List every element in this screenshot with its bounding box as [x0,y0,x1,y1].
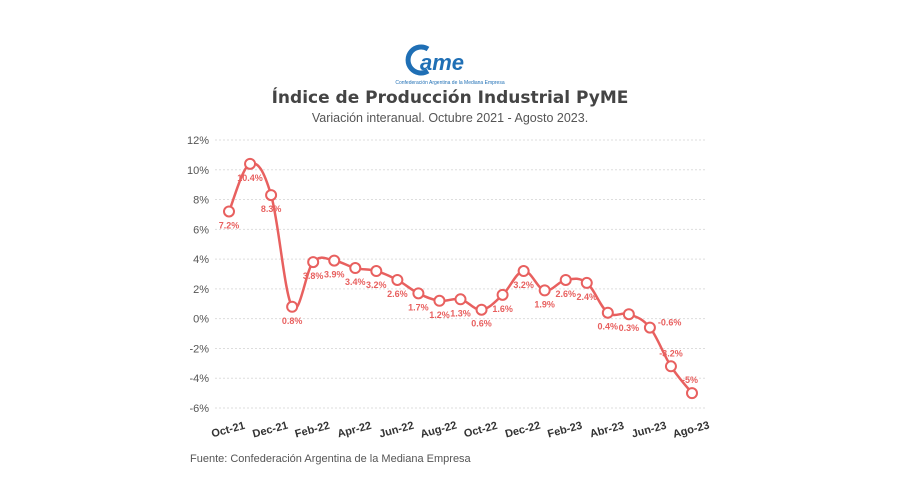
data-point [601,306,614,319]
data-label: 2.6% [387,289,408,299]
x-tick-label: Oct-22 [463,420,499,440]
data-label: -3.2% [659,348,683,358]
data-point [433,294,446,307]
data-label: 1.2% [429,310,450,320]
data-point [475,303,488,316]
x-tick-label: Dec-22 [504,420,542,441]
data-label: 1.3% [450,308,471,318]
data-label: 0.8% [282,316,303,326]
y-tick-label: -2% [189,343,209,355]
data-point [286,300,299,313]
data-label: 2.6% [555,289,576,299]
data-point [559,273,572,286]
data-label: 3.8% [303,271,324,281]
data-point [454,293,467,306]
data-point [349,262,362,275]
data-label: 1.7% [408,302,429,312]
x-tick-label: Feb-23 [546,420,583,441]
y-tick-label: 2% [193,284,209,296]
data-point [328,254,341,267]
data-label: 2.4% [577,292,598,302]
data-point [643,321,656,334]
logo-tagline: Confederación Argentina de la Mediana Em… [395,80,504,86]
data-labels: 7.2%10.4%8.3%0.8%3.8% 3.9%3.4% 3.2%2.6%1.7… [219,173,698,385]
chart-title: Índice de Producción Industrial PyME [271,88,629,108]
data-label: 3.9% [324,270,345,280]
data-point [517,265,530,278]
data-label: 1.6% [492,304,513,314]
data-label: 8.3% [261,204,282,214]
source-note: Fuente: Confederación Argentina de la Me… [190,453,471,465]
data-label: -5% [682,375,698,385]
x-tick-label: Ago-23 [672,419,711,440]
data-point [686,387,698,400]
data-point [664,360,677,373]
y-tick-label: 6% [193,224,209,236]
data-point [223,205,235,218]
data-point [244,157,257,170]
series-line-path [227,162,693,394]
data-point [412,287,425,300]
data-label: 0.3% [619,323,640,333]
y-tick-label: 12% [187,135,209,147]
series-points [223,157,698,400]
data-label: -0.6% [658,318,682,328]
data-label: 7.2% [219,220,240,230]
y-axis-ticks: 12% 10% 8% 6% 4% 2% 0% -2% -4% -6% [187,135,209,415]
data-point [391,273,404,286]
data-label: 3.2% [366,280,387,290]
y-tick-label: -6% [189,403,209,415]
x-axis-ticks: Oct-21 Dec-21 Feb-22 Apr-22 Jun-22 Aug-22 Oct-… [210,419,711,440]
x-tick-label: Jun-23 [630,420,667,441]
data-label: 0.4% [598,322,619,332]
y-tick-label: 4% [193,254,209,266]
logo-text: ame [420,50,464,75]
data-label: 1.9% [534,299,555,309]
x-tick-label: Dec-21 [251,420,289,441]
data-point [307,256,320,269]
x-tick-label: Aug-22 [419,419,458,440]
logo-c-shape [405,44,430,76]
came-logo-mark: ame Confederación Argentina de la Median… [395,44,505,86]
data-label: 10.4% [237,173,263,183]
x-tick-label: Jun-22 [378,420,415,441]
data-point [496,288,509,301]
data-label: 3.2% [513,280,534,290]
came-logo: ame Confederación Argentina de la Median… [390,44,510,88]
x-tick-label: Abr-23 [589,420,626,441]
x-tick-label: Feb-22 [294,420,331,441]
data-point [622,308,635,321]
data-point [580,276,593,289]
chart-subtitle: Variación interanual. Octubre 2021 - Ago… [311,111,589,125]
y-tick-label: 10% [187,165,209,177]
series-line [227,162,693,394]
x-tick-label: Oct-21 [210,420,246,440]
data-label: 0.6% [471,319,492,329]
grid-lines [215,139,705,409]
data-point [265,189,278,202]
y-tick-label: 8% [193,195,209,207]
data-point [370,265,383,278]
data-label: 3.4% [345,277,366,287]
y-tick-label: 0% [193,314,209,326]
data-point [538,284,551,297]
y-tick-label: -4% [189,373,209,385]
x-tick-label: Apr-22 [336,420,373,441]
